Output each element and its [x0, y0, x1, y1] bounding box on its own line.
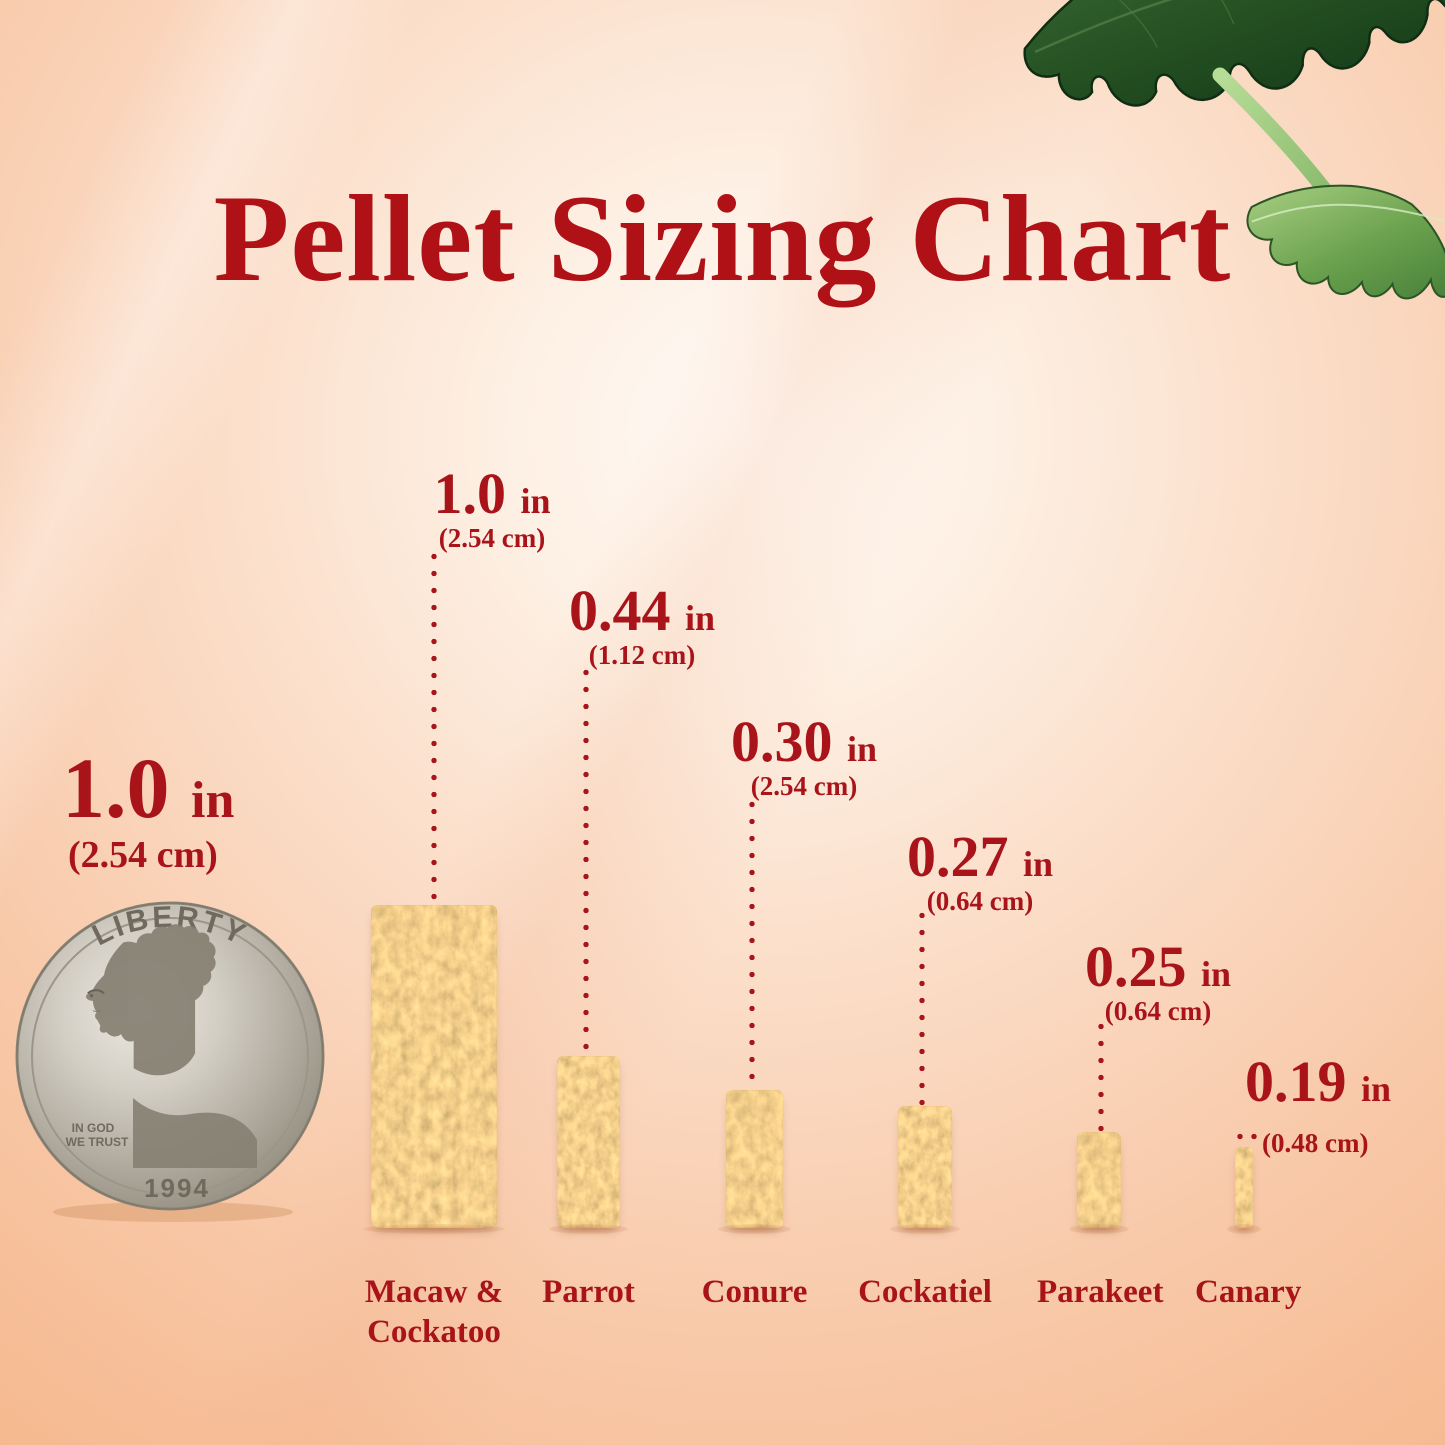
svg-text:1994: 1994 [144, 1173, 210, 1203]
svg-text:IN GOD: IN GOD [72, 1121, 115, 1135]
svg-text:WE TRUST: WE TRUST [66, 1135, 129, 1149]
